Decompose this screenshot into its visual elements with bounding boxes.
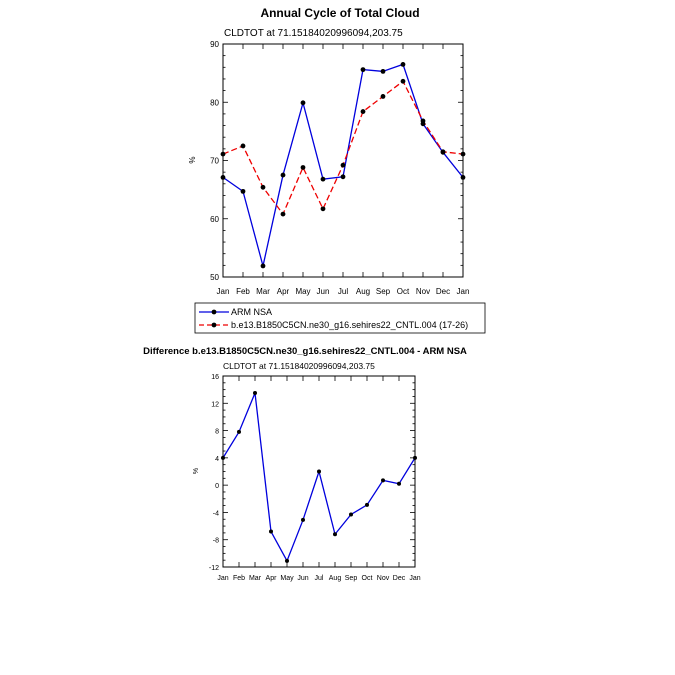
series-line-1 <box>222 80 464 216</box>
chart1-axes: 50 60 70 80 90 Jan Feb Mar Apr May Jun Jul Aug Sep Oct… <box>210 40 469 296</box>
series-0-point <box>221 455 225 460</box>
x-tick-label: Dec <box>436 287 450 296</box>
series-0-point <box>285 558 289 563</box>
series-0-point <box>381 478 385 483</box>
x-tick-label: Sep <box>376 287 391 296</box>
series-1-point <box>220 151 226 157</box>
series-1-point <box>440 149 446 155</box>
chart2-ylabel: % <box>193 468 200 474</box>
chart1-title: Annual Cycle of Total Cloud <box>260 6 419 20</box>
series-1-point <box>340 162 346 168</box>
series-0-point <box>397 481 401 486</box>
series-0-point <box>237 429 241 434</box>
x-tick-label: Jul <box>315 575 324 582</box>
legend-box <box>194 302 486 334</box>
series-0-point <box>349 512 353 517</box>
series-0-point <box>380 68 386 74</box>
x-tick-label: Jan <box>217 575 228 582</box>
series-0-point <box>301 517 305 522</box>
series-0-point <box>240 188 246 194</box>
series-1-point <box>300 165 306 170</box>
y-tick-label: 4 <box>215 456 219 463</box>
legend-label-model: b.e13.B1850C5CN.ne30_g16.sehires22_CNTL.… <box>231 320 468 330</box>
legend-marker-model <box>211 322 217 328</box>
series-0-point <box>340 174 346 180</box>
chart1-ylabel: % <box>188 156 197 163</box>
series-0-point <box>320 176 326 182</box>
chart1-subtitle: CLDTOT at 71.15184020996094,203.75 <box>224 28 403 39</box>
series-0-point <box>413 455 417 460</box>
y-tick-label: -12 <box>209 565 219 572</box>
x-tick-label: Jan <box>409 575 420 582</box>
x-tick-label: May <box>295 287 310 296</box>
series-1-point <box>420 118 426 124</box>
series-1-point <box>380 94 386 99</box>
x-tick-label: Aug <box>356 287 370 296</box>
difference-chart: Difference b.e13.B1850C5CN.ne30_g16.sehi… <box>143 346 467 582</box>
x-tick-label: Sep <box>345 575 358 582</box>
series-0-point <box>460 174 466 180</box>
chart1-legend: ARM NSA b.e13.B1850C5CN.ne30_g16.sehires… <box>194 302 486 334</box>
chart2-subtitle: CLDTOT at 71.15184020996094,203.75 <box>223 361 375 371</box>
y-tick-label: -4 <box>213 510 219 517</box>
annual-cycle-chart: Annual Cycle of Total Cloud CLDTOT at 71… <box>188 6 469 296</box>
series-0-point <box>365 502 369 507</box>
x-tick-label: Oct <box>362 575 373 582</box>
legend-label-arm: ARM NSA <box>231 307 272 317</box>
series-line-0 <box>222 392 416 563</box>
series-1-point <box>260 184 266 190</box>
series-0-point <box>317 469 321 474</box>
x-tick-label: May <box>280 575 294 582</box>
series-0-point <box>360 67 366 73</box>
x-tick-label: Apr <box>266 575 278 582</box>
series-0-point <box>260 263 266 269</box>
chart1-series <box>220 61 466 269</box>
legend-marker-arm <box>211 309 217 315</box>
y-tick-label: 16 <box>211 374 219 381</box>
x-tick-label: Jun <box>297 575 308 582</box>
x-tick-label: Jul <box>338 287 348 296</box>
series-0-point <box>280 172 286 178</box>
x-tick-label: Oct <box>397 287 410 296</box>
chart2-axes: -12 -8 -4 0 4 8 12 16 Jan Feb Mar Apr May Jun Jul Aug Se… <box>209 374 421 582</box>
series-1-point <box>240 143 246 149</box>
y-tick-label: 12 <box>211 401 219 408</box>
x-tick-label: Mar <box>249 575 262 582</box>
series-0-point <box>300 100 306 106</box>
x-tick-label: Aug <box>329 575 342 582</box>
x-tick-label: Feb <box>236 287 250 296</box>
series-1-point <box>460 151 466 157</box>
y-tick-label: 8 <box>215 429 219 436</box>
series-1-point <box>360 109 366 114</box>
series-0-point <box>333 532 337 537</box>
x-tick-label: Feb <box>233 575 245 582</box>
x-tick-label: Mar <box>256 287 270 296</box>
x-tick-label: Nov <box>416 287 430 296</box>
series-0-point <box>400 61 406 67</box>
chart2-title: Difference b.e13.B1850C5CN.ne30_g16.sehi… <box>143 346 467 357</box>
x-tick-label: Jun <box>317 287 330 296</box>
series-0-point <box>269 529 273 534</box>
series-0-point <box>253 391 257 396</box>
x-tick-label: Jan <box>457 287 470 296</box>
y-tick-label: 90 <box>210 40 219 49</box>
series-1-point <box>320 206 326 212</box>
y-tick-label: 60 <box>210 215 219 224</box>
y-tick-label: -8 <box>213 538 219 545</box>
x-tick-label: Jan <box>217 287 230 296</box>
x-tick-label: Apr <box>277 287 290 296</box>
series-1-point <box>400 78 406 84</box>
y-tick-label: 80 <box>210 98 219 107</box>
y-tick-label: 0 <box>215 483 219 490</box>
chart2-series <box>221 391 417 563</box>
plot-frame <box>222 43 464 278</box>
series-0-point <box>220 174 226 180</box>
y-tick-label: 70 <box>210 157 219 166</box>
x-tick-label: Dec <box>393 575 406 582</box>
y-tick-label: 50 <box>210 273 219 282</box>
series-1-point <box>280 211 286 217</box>
x-tick-label: Nov <box>377 575 390 582</box>
